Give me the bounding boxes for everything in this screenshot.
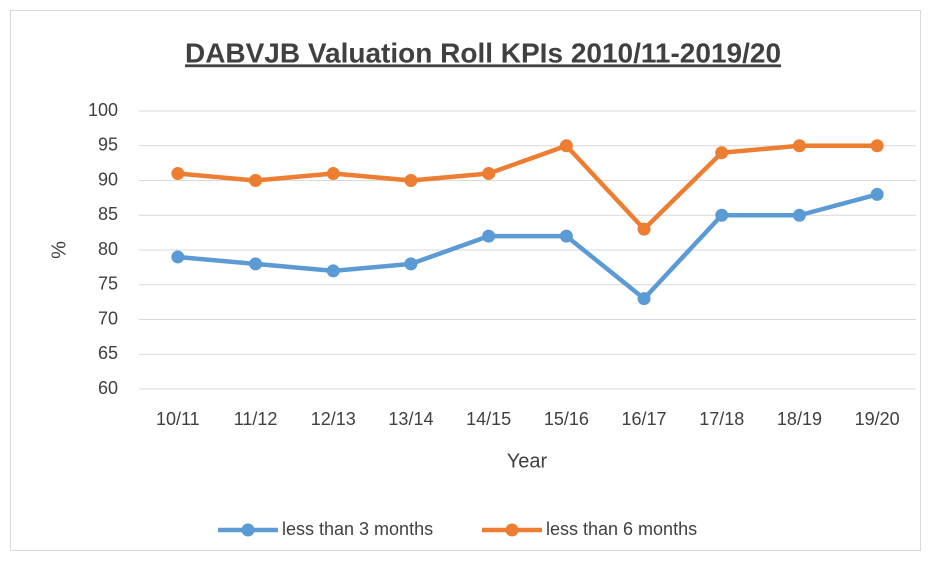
data-point — [326, 264, 340, 278]
data-point — [870, 187, 884, 201]
x-tick-label: 15/16 — [544, 409, 589, 429]
data-point — [171, 250, 185, 264]
y-tick-label: 65 — [98, 343, 118, 363]
y-tick-label: 80 — [98, 239, 118, 259]
x-axis-label: Year — [507, 450, 548, 472]
y-tick-label: 85 — [98, 204, 118, 224]
data-point — [637, 292, 651, 306]
y-tick-label: 95 — [98, 135, 118, 155]
data-point — [404, 174, 418, 187]
x-tick-label: 16/17 — [622, 409, 667, 429]
y-tick-label: 100 — [88, 100, 118, 120]
x-tick-label: 19/20 — [855, 409, 900, 429]
chart-border — [10, 10, 921, 551]
x-tick-label: 17/18 — [699, 409, 744, 429]
x-tick-label: 18/19 — [777, 409, 822, 429]
data-point — [249, 257, 263, 271]
data-point — [559, 229, 573, 243]
data-point — [792, 139, 806, 153]
data-point — [171, 167, 185, 181]
data-point — [482, 229, 496, 243]
x-tick-label: 12/13 — [311, 409, 356, 429]
data-point — [715, 208, 729, 222]
y-tick-label: 90 — [98, 169, 118, 189]
data-point — [559, 139, 573, 153]
data-point — [249, 174, 263, 187]
x-tick-label: 11/12 — [234, 409, 278, 429]
data-point — [404, 257, 418, 271]
legend-marker — [505, 523, 519, 537]
x-tick-label: 14/15 — [466, 409, 511, 429]
x-tick-label: 10/11 — [156, 409, 200, 429]
data-point — [715, 146, 729, 160]
x-tick-label: 13/14 — [388, 409, 433, 429]
y-tick-label: 60 — [98, 378, 118, 398]
y-tick-label: 75 — [98, 274, 118, 294]
data-point — [637, 222, 651, 236]
data-point — [870, 139, 884, 153]
data-point — [792, 208, 806, 222]
legend-label: less than 3 months — [282, 519, 433, 539]
data-point — [482, 167, 496, 181]
y-axis-label: % — [48, 241, 70, 259]
series-line — [177, 192, 878, 301]
legend-marker — [241, 523, 255, 537]
data-point — [326, 167, 340, 181]
series-line — [177, 143, 878, 232]
chart-title: DABVJB Valuation Roll KPIs 2010/11-2019/… — [185, 37, 781, 68]
legend-label: less than 6 months — [546, 519, 697, 539]
y-tick-label: 70 — [98, 308, 118, 328]
